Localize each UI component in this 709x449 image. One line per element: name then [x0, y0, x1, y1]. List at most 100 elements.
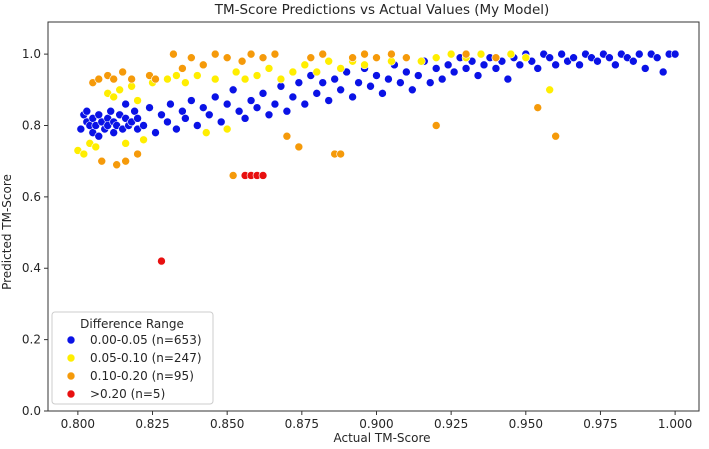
data-point	[181, 78, 190, 87]
data-point	[198, 60, 208, 70]
data-point	[384, 74, 393, 84]
data-point	[76, 124, 86, 134]
data-point	[324, 96, 334, 105]
data-point	[106, 106, 116, 116]
data-point	[629, 56, 638, 66]
data-point	[204, 110, 214, 120]
data-point	[312, 67, 322, 77]
data-point	[201, 128, 211, 137]
data-point	[246, 96, 256, 105]
data-point	[198, 103, 208, 112]
data-point	[425, 78, 435, 87]
data-point	[443, 60, 453, 70]
data-point	[216, 117, 226, 127]
data-point	[551, 60, 560, 70]
data-point	[127, 81, 136, 91]
data-point	[378, 89, 387, 98]
data-point	[121, 139, 130, 148]
data-point	[312, 89, 322, 98]
data-point	[187, 53, 196, 62]
data-point	[476, 49, 486, 59]
data-point	[118, 67, 127, 77]
data-point	[318, 78, 328, 87]
data-point	[234, 106, 244, 116]
data-point	[133, 114, 142, 123]
data-point	[652, 53, 662, 62]
data-point	[193, 121, 202, 130]
data-point	[193, 71, 202, 80]
data-point	[222, 124, 232, 134]
data-point	[533, 103, 543, 112]
x-tick-label: 0.975	[583, 417, 617, 431]
x-tick-label: 0.950	[509, 417, 543, 431]
data-point	[413, 71, 423, 80]
data-point	[461, 64, 471, 73]
data-point	[222, 53, 232, 62]
series-0	[76, 49, 680, 141]
legend-entry: 0.05-0.10 (n=247)	[90, 351, 202, 365]
data-point	[79, 149, 89, 159]
data-point	[515, 60, 525, 70]
legend-marker	[66, 335, 76, 345]
data-point	[210, 74, 220, 84]
data-point	[178, 64, 187, 73]
data-point	[94, 131, 104, 141]
data-point	[228, 171, 238, 180]
data-point	[115, 85, 124, 95]
data-point	[300, 99, 310, 109]
data-point	[402, 53, 411, 62]
data-point	[593, 56, 602, 66]
data-point	[437, 74, 447, 84]
data-point	[336, 85, 345, 95]
series-3	[157, 171, 268, 266]
data-point	[360, 49, 369, 59]
data-point	[130, 106, 139, 116]
x-tick-label: 1.000	[658, 417, 692, 431]
legend-items: 0.00-0.05 (n=653) 0.05-0.10 (n=247) 0.10-0…	[66, 333, 202, 401]
data-point	[658, 67, 668, 77]
data-point	[479, 60, 489, 70]
x-tick-label: 0.825	[135, 417, 169, 431]
data-point	[264, 64, 274, 73]
data-point	[222, 99, 232, 109]
data-point	[360, 60, 369, 70]
data-point	[157, 110, 166, 120]
data-point	[163, 117, 172, 127]
data-point	[336, 64, 345, 73]
data-point	[258, 171, 268, 180]
data-point	[121, 156, 130, 166]
data-point	[121, 99, 130, 109]
data-point	[294, 78, 304, 87]
data-point	[258, 89, 268, 98]
data-point	[330, 74, 339, 84]
data-point	[402, 67, 411, 77]
data-point	[139, 121, 148, 130]
data-point	[408, 85, 417, 95]
data-point	[109, 128, 118, 137]
data-point	[294, 142, 304, 152]
data-point	[611, 60, 620, 70]
legend-title: Difference Range	[80, 317, 184, 331]
data-point	[557, 49, 566, 59]
data-point	[151, 128, 160, 137]
data-point	[210, 92, 220, 102]
data-point	[545, 53, 554, 62]
data-point	[139, 135, 148, 145]
data-point	[551, 131, 560, 141]
y-tick-label: 0.6	[22, 190, 41, 204]
legend: Difference Range 0.00-0.05 (n=653) 0.05-0…	[51, 311, 214, 405]
data-point	[276, 74, 286, 84]
data-point	[252, 103, 262, 112]
legend-marker	[66, 389, 76, 399]
data-point	[354, 78, 363, 87]
data-point	[387, 56, 396, 66]
data-point	[640, 64, 650, 73]
data-point	[533, 64, 543, 73]
data-point	[506, 49, 516, 59]
data-point	[336, 149, 345, 159]
data-point	[166, 99, 175, 109]
y-tick-label: 0.0	[22, 404, 41, 418]
data-point	[431, 64, 441, 73]
x-tick-label: 0.925	[434, 417, 468, 431]
